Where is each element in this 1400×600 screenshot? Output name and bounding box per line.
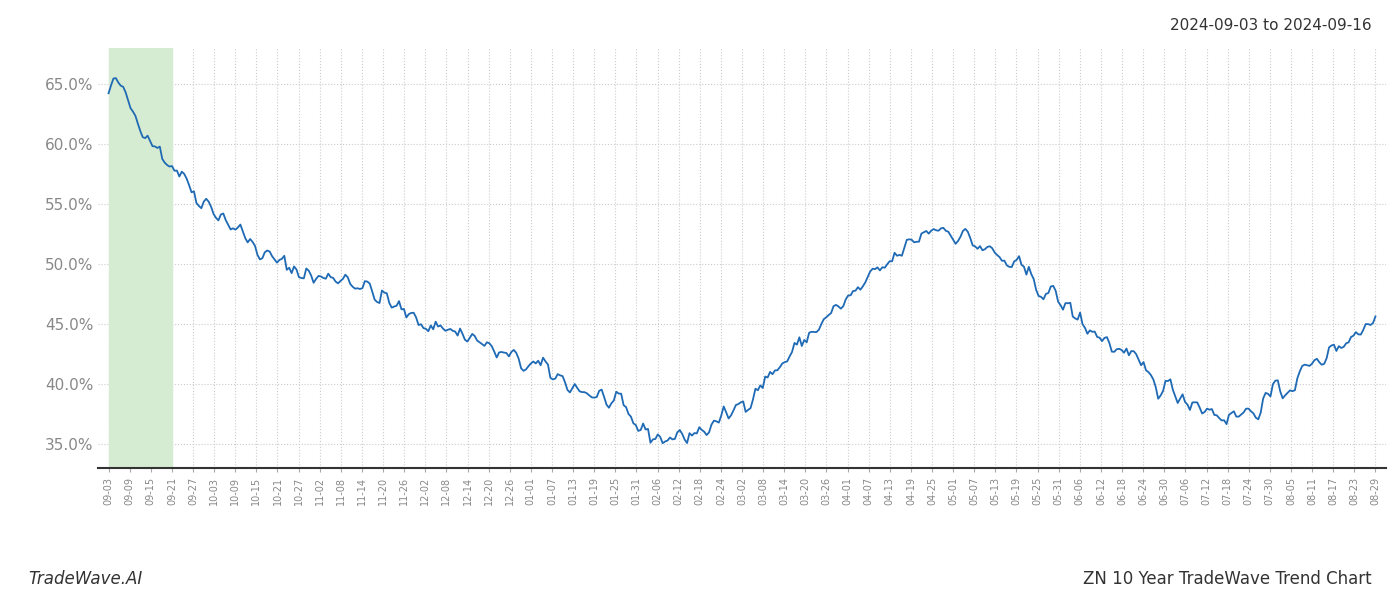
Bar bbox=[109, 48, 172, 468]
Text: ZN 10 Year TradeWave Trend Chart: ZN 10 Year TradeWave Trend Chart bbox=[1084, 570, 1372, 588]
Text: TradeWave.AI: TradeWave.AI bbox=[28, 570, 143, 588]
Text: 2024-09-03 to 2024-09-16: 2024-09-03 to 2024-09-16 bbox=[1170, 18, 1372, 33]
